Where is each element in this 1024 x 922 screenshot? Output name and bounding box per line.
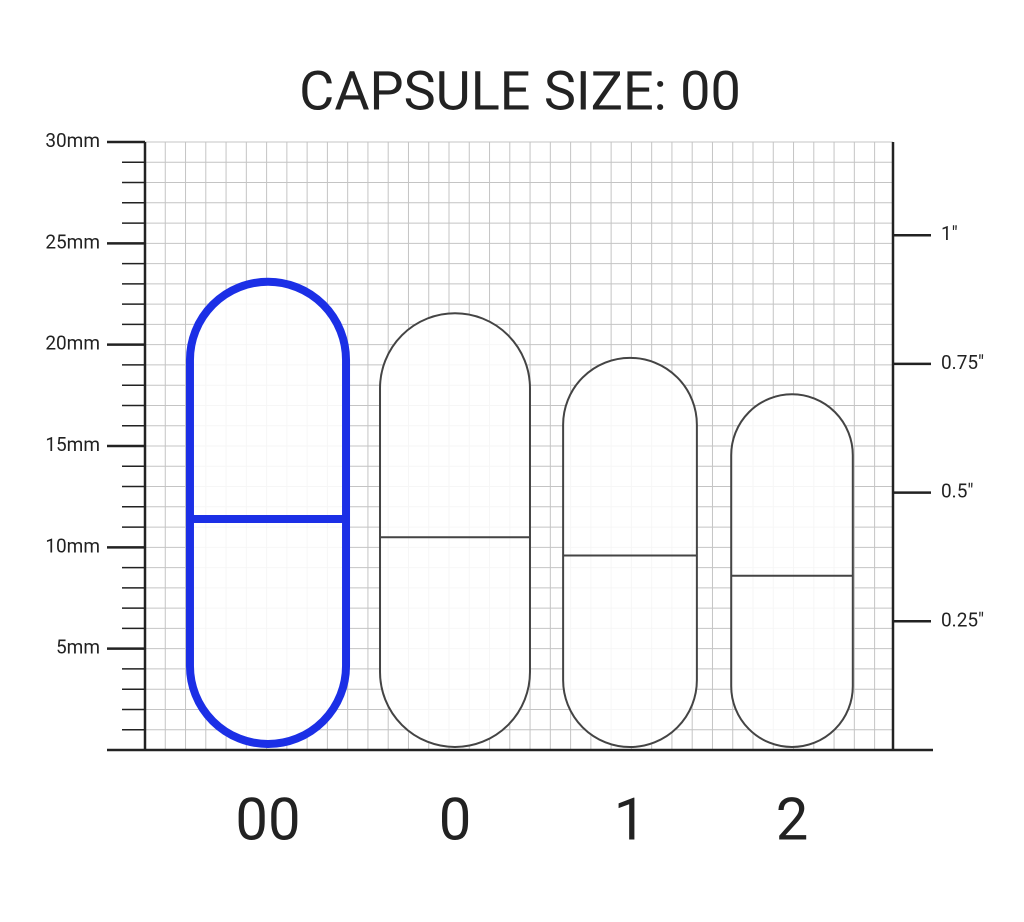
y2-tick-label: 1″ xyxy=(941,222,958,245)
x-tick-label: 0 xyxy=(439,786,472,854)
x-tick-label: 2 xyxy=(776,786,809,854)
y-tick-label: 5mm xyxy=(56,636,100,659)
y-tick-label: 20mm xyxy=(45,332,100,355)
y-tick-label: 10mm xyxy=(45,534,100,557)
capsule xyxy=(185,277,351,748)
y2-tick-label: 0.5″ xyxy=(941,480,973,503)
chart-title: CAPSULE SIZE: 00 xyxy=(299,60,741,123)
y-tick-label: 30mm xyxy=(45,129,100,152)
y-tick-label: 25mm xyxy=(45,230,100,253)
y-tick-label: 15mm xyxy=(45,433,100,456)
y2-tick-label: 0.25″ xyxy=(941,608,984,631)
y2-tick-label: 0.75″ xyxy=(941,351,984,374)
x-tick-label: 1 xyxy=(614,786,647,854)
capsule xyxy=(562,356,698,748)
x-tick-label: 00 xyxy=(235,786,300,854)
capsule xyxy=(379,312,531,748)
capsule xyxy=(730,393,854,748)
